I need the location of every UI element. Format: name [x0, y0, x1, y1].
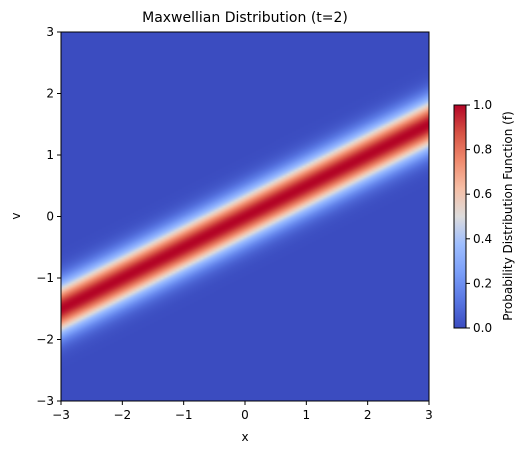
heatmap-area	[61, 32, 429, 401]
y-tick-label: 1	[46, 148, 54, 162]
y-tick-label: −3	[36, 394, 54, 408]
colorbar-tick-label: 0.2	[473, 276, 492, 290]
colorbar-ticks: 0.0 0.2 0.4 0.6 0.8 1.0	[466, 98, 492, 335]
x-axis-label: x	[241, 430, 248, 444]
colorbar-tick-label: 0.4	[473, 232, 492, 246]
colorbar-tick-label: 1.0	[473, 98, 492, 112]
x-tick-label: 3	[425, 408, 433, 422]
y-axis-ticks: −3 −2 −1 0 1 2 3	[36, 25, 61, 408]
x-tick-label: −3	[52, 408, 70, 422]
colorbar-tick-label: 0.0	[473, 321, 492, 335]
y-tick-label: 3	[46, 25, 54, 39]
colorbar-tick-label: 0.8	[473, 143, 492, 157]
y-tick-label: −1	[36, 271, 54, 285]
chart-title: Maxwellian Distribution (t=2)	[142, 10, 348, 26]
heatmap-image	[61, 32, 429, 401]
y-tick-label: 0	[46, 210, 54, 224]
y-tick-label: 2	[46, 87, 54, 101]
x-tick-label: −1	[175, 408, 193, 422]
colorbar-label: Probability Distribution Function (f)	[501, 111, 515, 321]
x-tick-label: 1	[303, 408, 311, 422]
x-tick-label: 2	[364, 408, 372, 422]
y-axis-label: v	[9, 212, 23, 219]
colorbar-tick-label: 0.6	[473, 187, 492, 201]
x-axis-ticks: −3 −2 −1 0 1 2 3	[52, 401, 433, 422]
x-tick-label: −2	[113, 408, 131, 422]
colorbar	[453, 104, 467, 329]
x-tick-label: 0	[241, 408, 249, 422]
y-tick-label: −2	[36, 333, 54, 347]
